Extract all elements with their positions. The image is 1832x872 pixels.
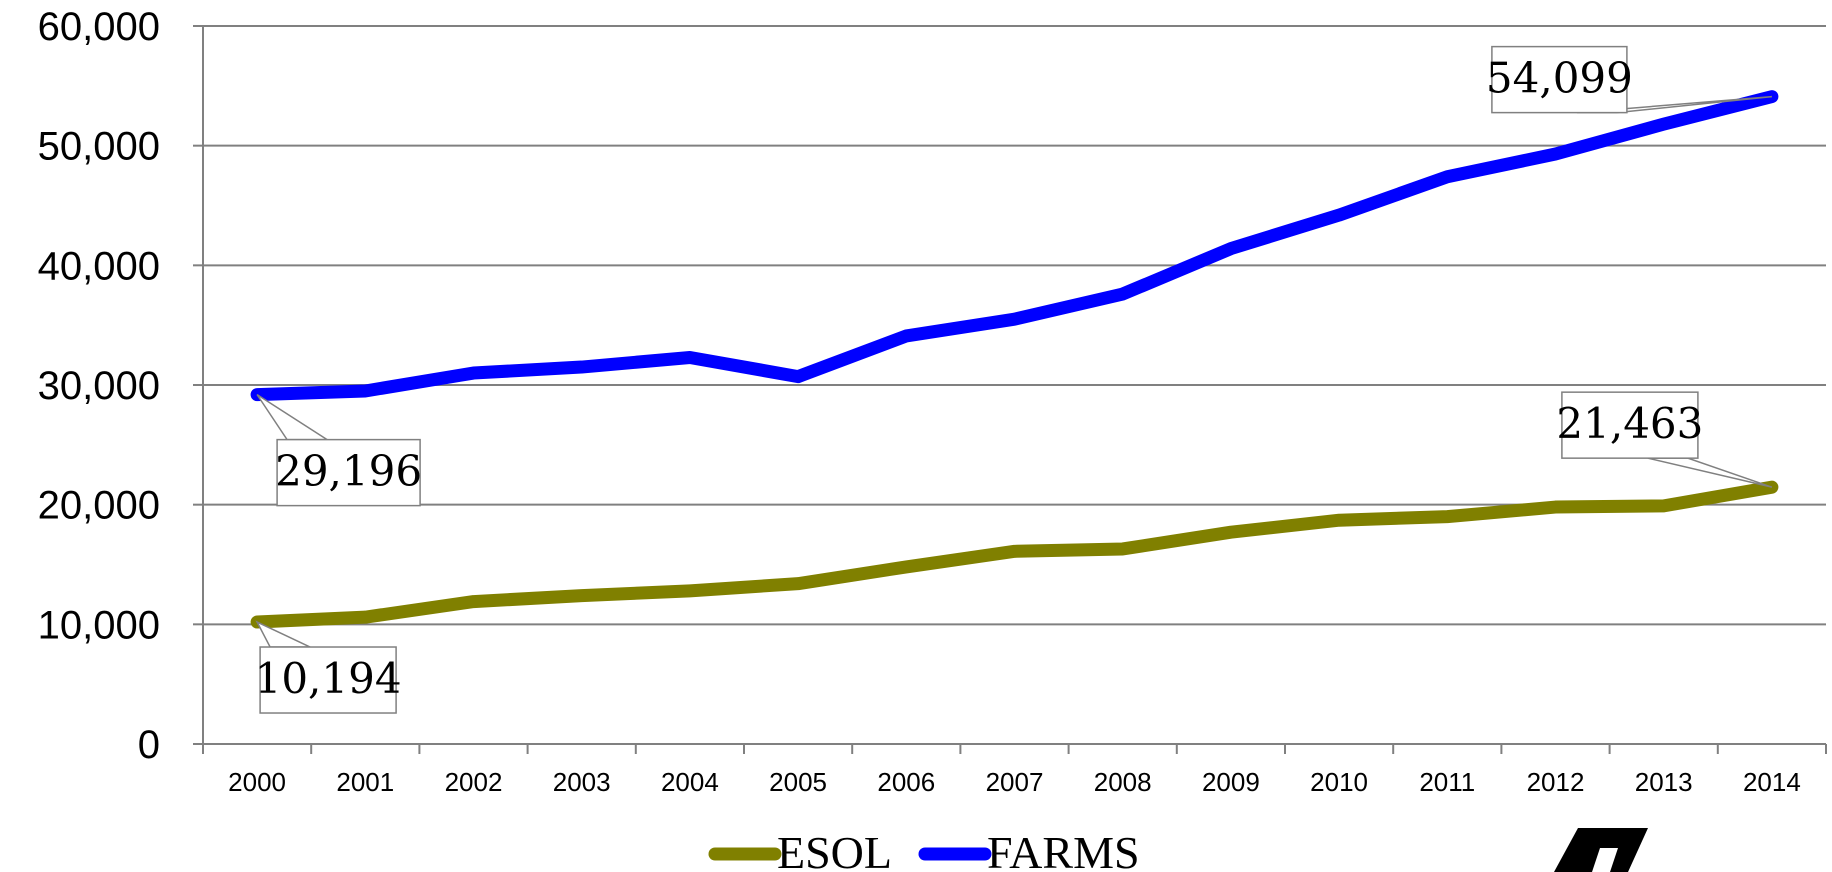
- x-tick-label: 2003: [553, 767, 611, 797]
- legend-item-esol: ESOL: [715, 827, 892, 872]
- data-callout: 21,463: [1556, 392, 1771, 487]
- y-tick-label: 0: [138, 723, 160, 767]
- x-tick-label: 2004: [661, 767, 719, 797]
- legend-label: ESOL: [777, 827, 892, 872]
- x-tick-label: 2001: [336, 767, 394, 797]
- x-tick-label: 2008: [1094, 767, 1152, 797]
- series-line-farms: [257, 97, 1772, 395]
- x-tick-label: 2012: [1527, 767, 1585, 797]
- x-tick-label: 2011: [1419, 767, 1475, 797]
- legend: ESOL FARMS: [715, 827, 1140, 872]
- y-tick-labels: 0 10,000 20,000 30,000 40,000 50,000 60,000: [38, 5, 160, 767]
- logo: [1554, 828, 1648, 872]
- legend-label: FARMS: [987, 827, 1140, 872]
- y-tick-label: 10,000: [38, 603, 160, 647]
- x-tick-label: 2006: [877, 767, 935, 797]
- data-callout: 10,194: [255, 622, 402, 713]
- y-tick-label: 20,000: [38, 484, 160, 528]
- callout-label: 21,463: [1556, 399, 1703, 448]
- callout-label: 10,194: [255, 654, 402, 703]
- callout-label: 54,099: [1486, 54, 1633, 103]
- x-tick-label: 2013: [1635, 767, 1693, 797]
- x-tick-label: 2014: [1743, 767, 1801, 797]
- callout-pointer: [1648, 458, 1772, 487]
- y-tick-label: 30,000: [38, 364, 160, 408]
- x-tick-label: 2009: [1202, 767, 1260, 797]
- x-tick-label: 2005: [769, 767, 827, 797]
- y-tick-label: 40,000: [38, 244, 160, 288]
- legend-item-farms: FARMS: [925, 827, 1140, 872]
- x-tick-label: 2010: [1310, 767, 1368, 797]
- callout-label: 29,196: [275, 447, 422, 496]
- x-tick-label: 2000: [228, 767, 286, 797]
- series-lines: [257, 97, 1772, 622]
- x-tick-label: 2002: [445, 767, 503, 797]
- x-tick-label: 2007: [986, 767, 1044, 797]
- y-tick-label: 60,000: [38, 5, 160, 49]
- gridlines: [193, 26, 1826, 754]
- series-line-esol: [257, 487, 1772, 622]
- y-tick-label: 50,000: [38, 125, 160, 169]
- x-tick-labels: 2000 2001 2002 2003 2004 2005 2006 2007 2008 2009…: [228, 767, 1801, 797]
- callout-pointer: [257, 395, 327, 440]
- data-callout: 29,196: [257, 395, 422, 506]
